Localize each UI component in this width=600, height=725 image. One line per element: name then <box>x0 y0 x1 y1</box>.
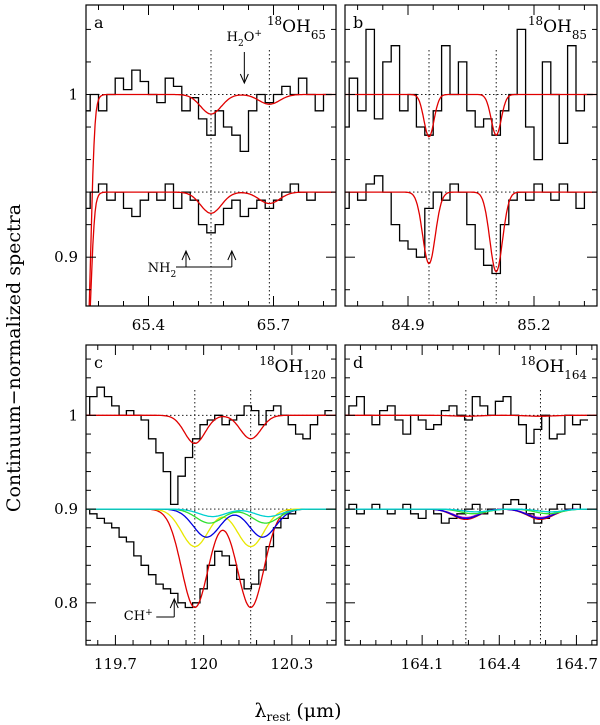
y-tick-label: 1 <box>68 406 78 424</box>
label-fragment: OH <box>543 17 572 37</box>
model-fit-curve <box>89 191 336 306</box>
label-fragment: 164 <box>564 368 587 382</box>
panel-title: 18OH65 <box>267 14 326 42</box>
component-model-curve <box>86 508 336 548</box>
observed-spectrum <box>86 69 332 153</box>
model-fit-curve <box>345 93 597 138</box>
y-tick-label: 0.9 <box>54 248 78 266</box>
annotation-label: NH2 <box>148 261 177 280</box>
observed-spectrum <box>86 183 332 234</box>
panel-letter: d <box>353 353 363 372</box>
observed-spectrum <box>345 395 588 445</box>
label-fragment: + <box>145 608 153 618</box>
observed-spectrum <box>86 386 333 506</box>
label-fragment: 120 <box>303 368 326 382</box>
y-tick-label: 0.8 <box>54 594 78 612</box>
panel-letter: a <box>94 13 104 32</box>
x-tick-label: 120.3 <box>270 655 313 673</box>
x-tick-label: 164.1 <box>401 655 444 673</box>
x-tick-label: 84.9 <box>391 316 424 334</box>
y-axis-label: Continuum−normalized spectra <box>3 204 25 512</box>
model-fit-curve <box>88 93 336 306</box>
panel-title: 18OH164 <box>520 354 587 382</box>
component-model-curve <box>345 508 597 513</box>
label-fragment: NH <box>148 261 171 276</box>
label-fragment: 65 <box>311 28 326 42</box>
label-fragment: OH <box>275 357 304 377</box>
label-fragment: 85 <box>572 28 587 42</box>
label-fragment: O <box>244 30 255 45</box>
panel-title: 18OH120 <box>259 354 326 382</box>
label-fragment: 18 <box>520 354 535 368</box>
plot-area <box>86 50 336 306</box>
observed-spectrum <box>345 28 593 161</box>
panel-b: 84.9 85.2 b 18OH85 <box>344 4 598 334</box>
label-fragment: OH <box>536 357 565 377</box>
panel-frame <box>85 344 337 646</box>
x-tick-label: 65.4 <box>132 316 165 334</box>
label-fragment: 18 <box>267 14 282 28</box>
plot-area <box>345 390 597 645</box>
annotation-label: H2O+ <box>227 29 262 49</box>
x-tick-label: 120 <box>189 655 218 673</box>
observed-spectrum <box>86 508 333 609</box>
panel-frame <box>85 4 337 307</box>
x-axis-label-unit: (μm) <box>296 700 341 722</box>
label-fragment: 18 <box>259 354 274 368</box>
model-fit-curve <box>86 414 336 445</box>
component-model-curve <box>86 508 336 518</box>
y-tick-label: 0.9 <box>54 500 78 518</box>
label-fragment: H <box>227 30 238 45</box>
x-tick-label: 164.4 <box>478 655 521 673</box>
x-tick-label: 65.7 <box>257 316 290 334</box>
annotation-arrowhead <box>169 597 179 609</box>
x-axis-label: λrest (μm) <box>254 700 341 724</box>
label-fragment: 18 <box>528 14 543 28</box>
y-tick-label: 1 <box>68 85 78 103</box>
label-fragment: 2 <box>170 270 176 280</box>
annotation-label: CH+ <box>124 608 153 624</box>
label-fragment: OH <box>282 17 311 37</box>
label-fragment: 2 <box>238 39 244 49</box>
model-fit-curve <box>86 508 336 609</box>
plot-area <box>86 386 336 645</box>
panel-title: 18OH85 <box>528 14 587 42</box>
x-tick-label: 85.2 <box>517 316 550 334</box>
annotation-arrowhead <box>227 249 237 261</box>
model-fit-curve <box>345 191 597 273</box>
observed-spectrum <box>345 175 593 275</box>
panel-frame <box>344 344 598 646</box>
panel-letter: b <box>353 13 363 32</box>
x-tick-label: 119.7 <box>94 655 137 673</box>
annotation-arrowhead <box>181 249 191 261</box>
model-fit-curve <box>345 414 597 417</box>
annotation-arrowhead <box>239 73 249 85</box>
panel-d: 164.1 164.4 164.7 d 18OH164 <box>344 344 598 673</box>
plot-area <box>345 28 597 306</box>
x-axis-label-subscript: rest <box>267 710 291 724</box>
panel-frame <box>344 4 598 307</box>
label-fragment: CH <box>124 609 145 624</box>
x-axis-label-symbol: λ <box>254 700 266 722</box>
x-tick-label: 164.7 <box>555 655 598 673</box>
label-fragment: + <box>254 29 262 39</box>
panel-letter: c <box>94 353 103 372</box>
